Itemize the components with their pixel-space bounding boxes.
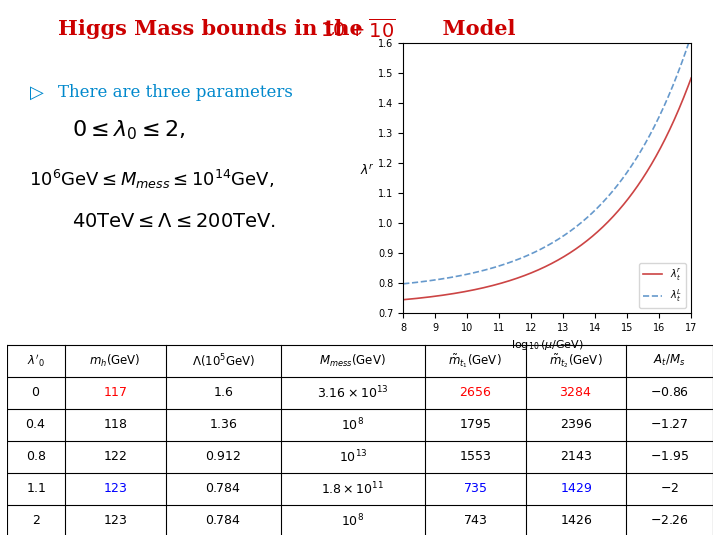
Text: $M_{mess}(\mathrm{GeV})$: $M_{mess}(\mathrm{GeV})$: [320, 353, 386, 369]
Text: $1553$: $1553$: [459, 450, 492, 463]
Text: $\triangleright$: $\triangleright$: [29, 84, 45, 102]
Text: $\lambda'_0$: $\lambda'_0$: [27, 353, 45, 369]
Text: $0.784$: $0.784$: [205, 514, 241, 527]
Text: $10^6\mathrm{GeV} \leq M_{mess} \leq 10^{14}\mathrm{GeV},$: $10^6\mathrm{GeV} \leq M_{mess} \leq 10^…: [29, 167, 274, 191]
Text: $A_t/M_s$: $A_t/M_s$: [653, 353, 686, 368]
Text: $1.36$: $1.36$: [209, 418, 238, 431]
Text: $1.8 \times 10^{11}$: $1.8 \times 10^{11}$: [321, 481, 384, 497]
Text: $1.1$: $1.1$: [26, 482, 46, 495]
Text: $123$: $123$: [103, 514, 127, 527]
Legend: $\lambda_t^r$, $\lambda_t^L$: $\lambda_t^r$, $\lambda_t^L$: [639, 263, 686, 308]
Text: $m_h(\mathrm{GeV})$: $m_h(\mathrm{GeV})$: [89, 353, 141, 369]
Text: $10^{13}$: $10^{13}$: [338, 448, 367, 465]
Text: $10 + \overline{10}$: $10 + \overline{10}$: [320, 18, 396, 42]
Text: $0.912$: $0.912$: [205, 450, 241, 463]
Text: $735$: $735$: [463, 482, 487, 495]
Text: $-2.26$: $-2.26$: [650, 514, 689, 527]
Text: $3284$: $3284$: [559, 386, 593, 399]
Text: There are three parameters: There are three parameters: [58, 84, 292, 100]
Text: $2656$: $2656$: [459, 386, 492, 399]
Text: $10^8$: $10^8$: [341, 512, 364, 529]
Text: $0$: $0$: [32, 386, 40, 399]
Text: $743$: $743$: [463, 514, 487, 527]
Text: $123$: $123$: [103, 482, 127, 495]
X-axis label: $\log_{10}(\mu/\mathrm{GeV})$: $\log_{10}(\mu/\mathrm{GeV})$: [510, 339, 584, 353]
Text: $-0.86$: $-0.86$: [650, 386, 689, 399]
Text: $-1.27$: $-1.27$: [650, 418, 689, 431]
Text: $1429$: $1429$: [559, 482, 593, 495]
Y-axis label: $\lambda^r$: $\lambda^r$: [359, 164, 374, 178]
Text: $\Lambda(10^5\mathrm{GeV})$: $\Lambda(10^5\mathrm{GeV})$: [192, 352, 255, 369]
Text: $118$: $118$: [103, 418, 127, 431]
Text: $-2$: $-2$: [660, 482, 679, 495]
Text: $3.16 \times 10^{13}$: $3.16 \times 10^{13}$: [317, 384, 389, 401]
Text: Higgs Mass bounds in the: Higgs Mass bounds in the: [58, 19, 369, 39]
Text: $40\mathrm{TeV} \leq \Lambda \leq 200\mathrm{TeV}.$: $40\mathrm{TeV} \leq \Lambda \leq 200\ma…: [72, 213, 276, 231]
Text: $2143$: $2143$: [559, 450, 593, 463]
Text: $-1.95$: $-1.95$: [650, 450, 689, 463]
Text: $\tilde{m}_{t_1}(\mathrm{GeV})$: $\tilde{m}_{t_1}(\mathrm{GeV})$: [449, 352, 502, 370]
Text: $0.784$: $0.784$: [205, 482, 241, 495]
Text: $10^8$: $10^8$: [341, 416, 364, 433]
Text: $2$: $2$: [32, 514, 40, 527]
Text: Model: Model: [428, 19, 516, 39]
Text: $117$: $117$: [103, 386, 127, 399]
Text: $1.6$: $1.6$: [212, 386, 234, 399]
Text: $1795$: $1795$: [459, 418, 492, 431]
Text: $0.4$: $0.4$: [25, 418, 47, 431]
Text: $0.8$: $0.8$: [26, 450, 46, 463]
Text: $0 \leq \lambda_0 \leq 2,$: $0 \leq \lambda_0 \leq 2,$: [72, 119, 186, 143]
Text: $122$: $122$: [103, 450, 127, 463]
Text: $\tilde{m}_{t_2}(\mathrm{GeV})$: $\tilde{m}_{t_2}(\mathrm{GeV})$: [549, 352, 603, 370]
Text: $2396$: $2396$: [559, 418, 593, 431]
Text: $1426$: $1426$: [559, 514, 593, 527]
